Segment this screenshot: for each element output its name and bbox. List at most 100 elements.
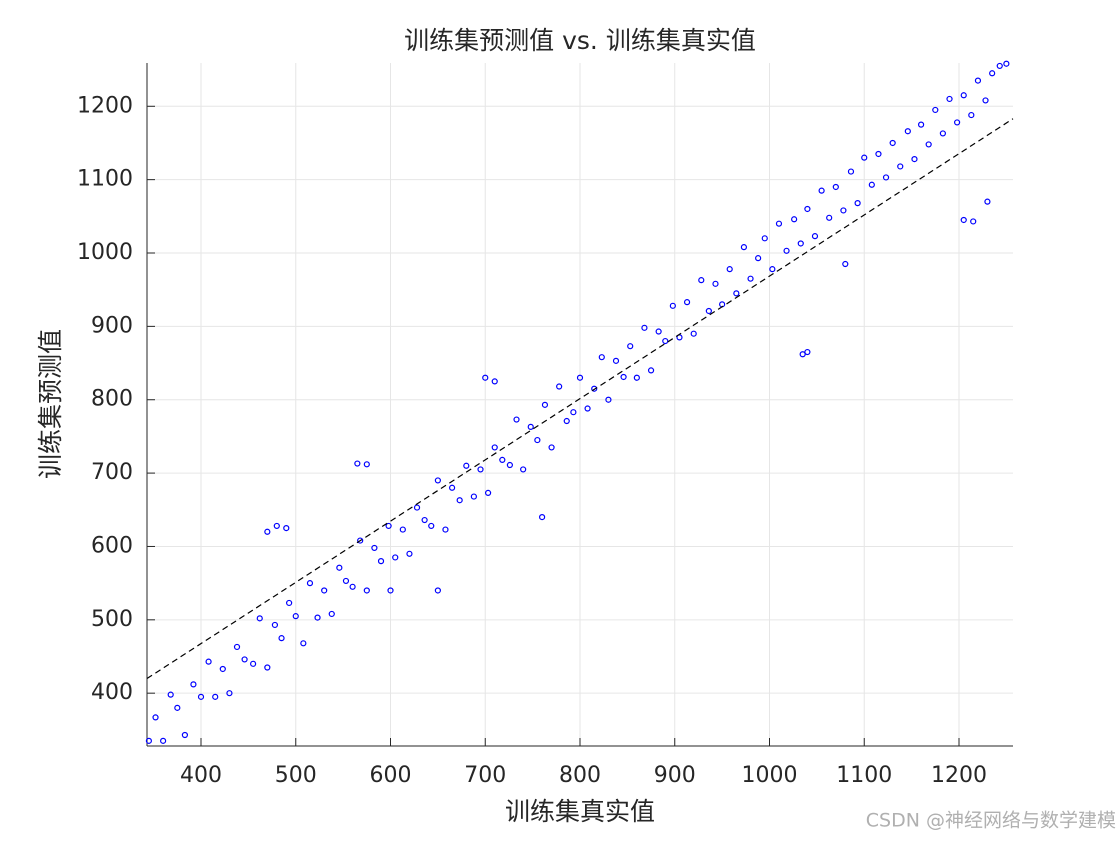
point <box>996 62 1003 70</box>
point <box>832 183 839 191</box>
point <box>804 348 811 356</box>
point <box>256 615 263 622</box>
point <box>264 528 271 535</box>
y-tick-label: 900 <box>91 313 133 338</box>
point <box>897 163 904 170</box>
point <box>541 401 549 408</box>
point <box>499 456 506 463</box>
point <box>705 307 712 315</box>
point <box>598 354 605 361</box>
point <box>662 337 669 345</box>
point <box>527 423 534 430</box>
point <box>181 731 188 739</box>
point <box>363 587 370 594</box>
point <box>726 266 733 273</box>
point <box>399 526 406 533</box>
point <box>840 207 847 214</box>
point <box>875 150 882 158</box>
x-tick-label: 1100 <box>836 763 892 788</box>
point <box>190 681 197 688</box>
point <box>889 139 896 147</box>
y-tick-label: 600 <box>91 533 133 558</box>
point <box>336 564 343 571</box>
point <box>882 174 890 181</box>
x-tick-label: 400 <box>180 763 222 788</box>
point <box>970 218 977 225</box>
point <box>442 526 449 533</box>
x-tick-label: 600 <box>370 763 412 788</box>
point <box>804 205 811 213</box>
point <box>205 658 212 665</box>
point <box>152 714 159 721</box>
point <box>797 240 804 247</box>
y-tick-label: 500 <box>91 607 133 632</box>
point <box>826 214 833 221</box>
point <box>174 704 181 711</box>
y-tick-label: 1100 <box>77 167 133 192</box>
point <box>241 656 248 663</box>
point <box>385 522 392 530</box>
point <box>811 233 819 240</box>
point <box>491 444 498 451</box>
point <box>974 77 982 84</box>
point <box>939 130 946 137</box>
point <box>421 516 428 524</box>
point <box>690 330 697 337</box>
point <box>960 216 967 224</box>
point <box>791 216 798 223</box>
point <box>292 613 299 620</box>
point <box>219 665 226 673</box>
point <box>818 187 825 194</box>
point <box>982 97 989 104</box>
point <box>755 255 762 262</box>
point <box>434 477 441 484</box>
point <box>633 374 640 381</box>
point <box>357 537 364 544</box>
point <box>712 280 719 287</box>
point <box>470 493 477 500</box>
point <box>548 444 555 451</box>
point <box>434 587 441 594</box>
point <box>842 260 849 268</box>
point <box>620 373 627 381</box>
point <box>747 275 754 282</box>
point <box>513 416 520 423</box>
point <box>314 614 321 621</box>
point <box>349 583 356 590</box>
point <box>145 737 152 744</box>
point <box>212 693 219 700</box>
point <box>271 621 279 629</box>
point <box>377 558 385 565</box>
point <box>854 200 861 207</box>
x-tick-label: 700 <box>464 763 506 788</box>
point <box>563 417 570 425</box>
point <box>775 220 783 227</box>
x-tick-label: 1000 <box>741 763 797 788</box>
point <box>250 660 257 667</box>
point <box>932 106 939 114</box>
point <box>627 343 634 350</box>
point <box>783 247 790 254</box>
point <box>286 599 293 607</box>
point <box>300 640 307 647</box>
point <box>799 351 806 358</box>
x-tick-label: 900 <box>654 763 696 788</box>
point <box>968 111 975 119</box>
point <box>925 141 932 148</box>
point <box>591 385 598 392</box>
point <box>167 691 174 698</box>
point <box>698 277 705 284</box>
point <box>984 198 991 205</box>
watermark: CSDN @神经网络与数学建模 <box>866 810 1116 832</box>
point <box>477 466 484 473</box>
point <box>482 374 489 381</box>
point <box>448 484 456 491</box>
x-tick-label: 1200 <box>931 763 987 788</box>
point <box>868 181 875 188</box>
point <box>463 462 470 469</box>
point <box>354 460 361 467</box>
point <box>655 328 662 335</box>
y-tick-label: 1200 <box>77 93 133 118</box>
point <box>556 383 563 390</box>
